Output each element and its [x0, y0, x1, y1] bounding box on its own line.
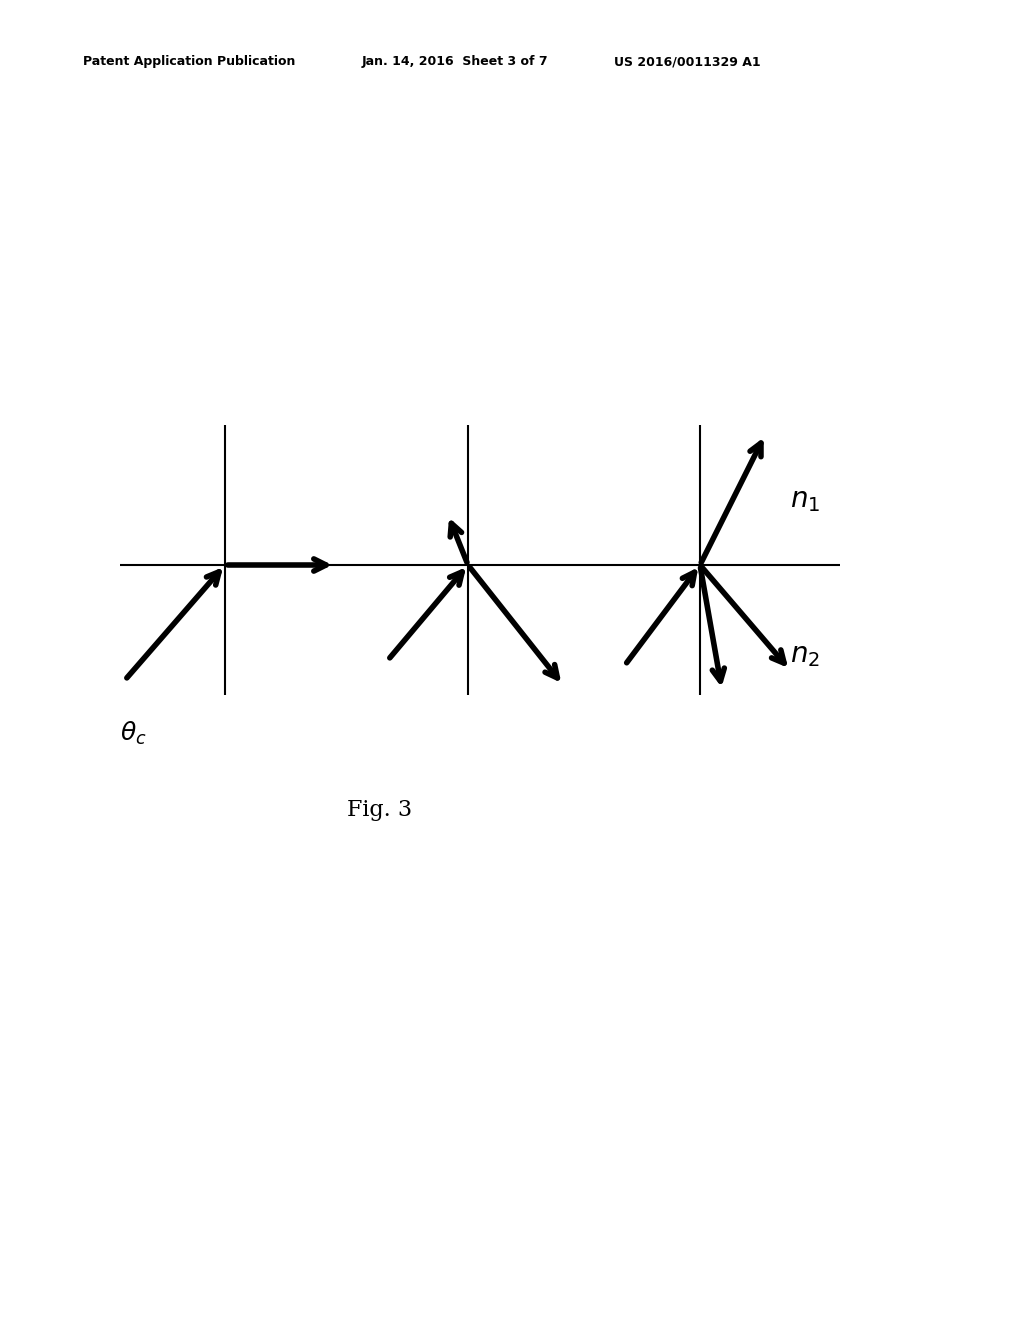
- Text: Patent Application Publication: Patent Application Publication: [83, 55, 295, 69]
- Text: $n_2$: $n_2$: [790, 642, 820, 669]
- Text: $n_1$: $n_1$: [790, 486, 820, 513]
- Text: Fig. 3: Fig. 3: [347, 799, 413, 821]
- Text: Jan. 14, 2016  Sheet 3 of 7: Jan. 14, 2016 Sheet 3 of 7: [362, 55, 549, 69]
- Text: $\theta_c$: $\theta_c$: [120, 719, 146, 747]
- Text: US 2016/0011329 A1: US 2016/0011329 A1: [614, 55, 761, 69]
